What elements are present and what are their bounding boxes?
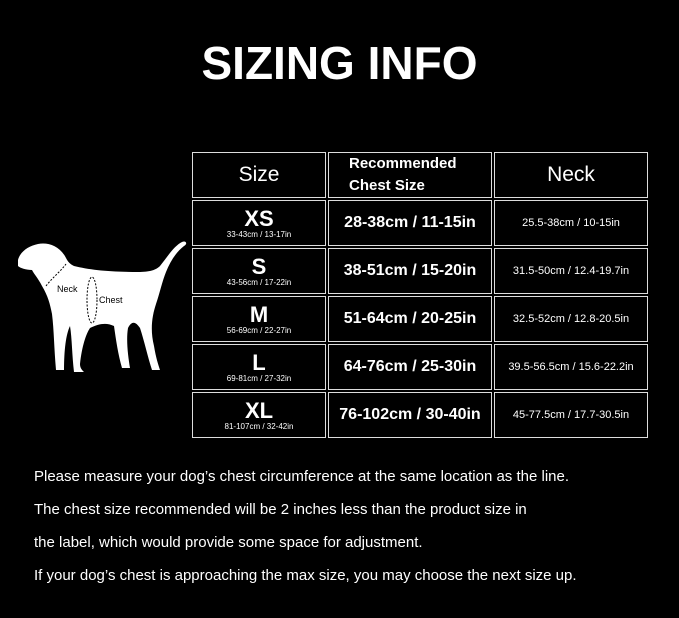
- size-cell: XS 33-43cm / 13-17in: [192, 200, 326, 246]
- neck-cell: 31.5-50cm / 12.4-19.7in: [494, 248, 648, 294]
- chest-cell: 76-102cm / 30-40in: [328, 392, 492, 438]
- size-table: Size Recommended Chest Size Neck XS 33-43c…: [190, 150, 650, 440]
- size-cell: S 43-56cm / 17-22in: [192, 248, 326, 294]
- size-label: S: [251, 253, 267, 279]
- chest-line: [86, 276, 98, 324]
- chest-cell: 38-51cm / 15-20in: [328, 248, 492, 294]
- table-row: XL 81-107cm / 32-42in 76-102cm / 30-40in …: [192, 392, 648, 438]
- header-chest-line2: Chest Size: [349, 177, 425, 194]
- note-line: If your dog’s chest is approaching the m…: [34, 567, 577, 584]
- measurement-notes: Please measure your dog’s chest circumfe…: [34, 468, 577, 600]
- neck-cell: 39.5-56.5cm / 15.6-22.2in: [494, 344, 648, 390]
- dog-silhouette: [18, 241, 187, 372]
- neck-cell: 45-77.5cm / 17.7-30.5in: [494, 392, 648, 438]
- page-title: SIZING INFO: [201, 37, 478, 89]
- size-label: L: [252, 349, 266, 375]
- table-header-row: Size Recommended Chest Size Neck: [192, 152, 648, 198]
- size-range: 69-81cm / 27-32in: [226, 373, 292, 383]
- header-chest-line1: Recommended: [349, 155, 457, 172]
- header-chest: Recommended Chest Size: [328, 152, 492, 198]
- size-range: 81-107cm / 32-42in: [224, 421, 294, 431]
- neck-cell: 32.5-52cm / 12.8-20.5in: [494, 296, 648, 342]
- table-row: M 56-69cm / 22-27in 51-64cm / 20-25in 32.…: [192, 296, 648, 342]
- dog-illustration: Neck Chest: [18, 241, 187, 372]
- size-cell: L 69-81cm / 27-32in: [192, 344, 326, 390]
- size-label: XS: [244, 205, 274, 231]
- note-line: Please measure your dog’s chest circumfe…: [34, 468, 570, 485]
- table-row: S 43-56cm / 17-22in 38-51cm / 15-20in 31.…: [192, 248, 648, 294]
- table-row: XS 33-43cm / 13-17in 28-38cm / 11-15in 25…: [192, 200, 648, 246]
- size-range: 56-69cm / 22-27in: [226, 325, 292, 335]
- size-label: XL: [244, 397, 274, 423]
- note-line: the label, which would provide some spac…: [34, 534, 423, 551]
- size-range: 43-56cm / 17-22in: [226, 277, 292, 287]
- chest-cell: 28-38cm / 11-15in: [328, 200, 492, 246]
- note-line: The chest size recommended will be 2 inc…: [34, 501, 527, 518]
- chest-cell: 64-76cm / 25-30in: [328, 344, 492, 390]
- header-chest-label: Recommended Chest Size: [329, 153, 491, 197]
- size-cell: XL 81-107cm / 32-42in: [192, 392, 326, 438]
- header-size: Size: [192, 152, 326, 198]
- size-label: M: [249, 301, 269, 327]
- size-cell: M 56-69cm / 22-27in: [192, 296, 326, 342]
- size-range: 33-43cm / 13-17in: [226, 229, 292, 239]
- chest-cell: 51-64cm / 20-25in: [328, 296, 492, 342]
- neck-line: [45, 263, 67, 287]
- header-size-label: Size: [238, 163, 280, 186]
- neck-label: Neck: [57, 284, 78, 294]
- table-row: L 69-81cm / 27-32in 64-76cm / 25-30in 39.…: [192, 344, 648, 390]
- neck-cell: 25.5-38cm / 10-15in: [494, 200, 648, 246]
- header-neck: Neck: [494, 152, 648, 198]
- header-neck-label: Neck: [547, 163, 595, 186]
- chest-label: Chest: [99, 295, 123, 305]
